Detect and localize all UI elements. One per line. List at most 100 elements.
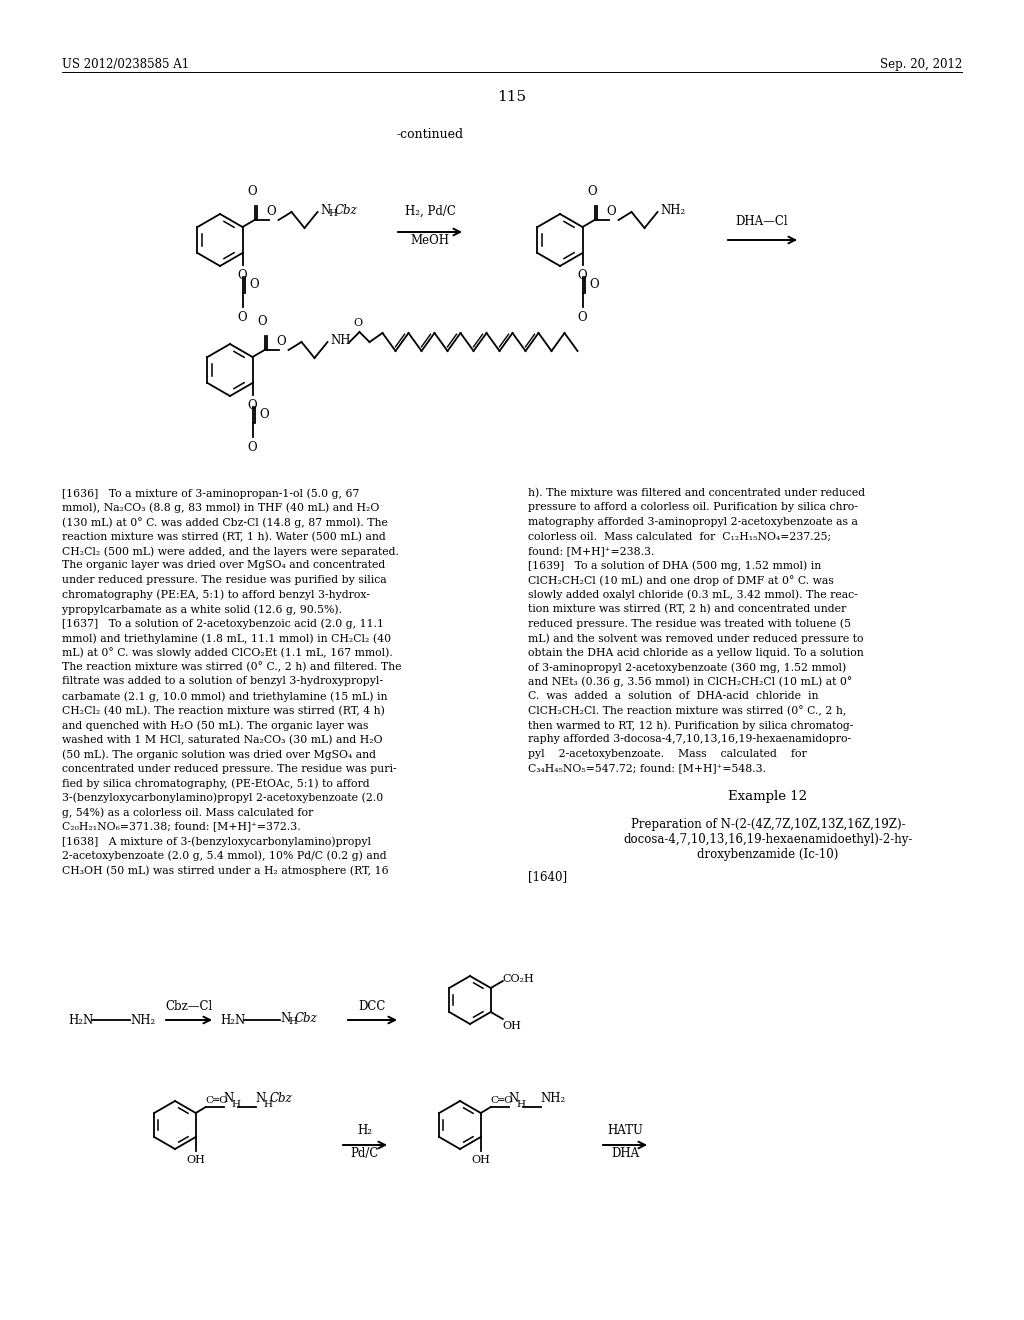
Text: O: O	[258, 315, 267, 327]
Text: H: H	[264, 1100, 272, 1109]
Text: OH: OH	[503, 1020, 521, 1031]
Text: of 3-aminopropyl 2-acetoxybenzoate (360 mg, 1.52 mmol): of 3-aminopropyl 2-acetoxybenzoate (360 …	[528, 663, 846, 673]
Text: concentrated under reduced pressure. The residue was puri-: concentrated under reduced pressure. The…	[62, 763, 396, 774]
Text: CH₂Cl₂ (40 mL). The reaction mixture was stirred (RT, 4 h): CH₂Cl₂ (40 mL). The reaction mixture was…	[62, 705, 385, 715]
Text: Pd/C: Pd/C	[351, 1147, 379, 1160]
Text: O: O	[266, 205, 276, 218]
Text: HATU: HATU	[607, 1125, 643, 1138]
Text: NH₂: NH₂	[130, 1014, 156, 1027]
Text: Preparation of N-(2-(4Z,7Z,10Z,13Z,16Z,19Z)-: Preparation of N-(2-(4Z,7Z,10Z,13Z,16Z,1…	[631, 818, 905, 832]
Text: CH₃OH (50 mL) was stirred under a H₂ atmosphere (RT, 16: CH₃OH (50 mL) was stirred under a H₂ atm…	[62, 865, 389, 875]
Text: ypropylcarbamate as a white solid (12.6 g, 90.5%).: ypropylcarbamate as a white solid (12.6 …	[62, 605, 342, 615]
Text: OH: OH	[186, 1155, 205, 1166]
Text: ClCH₂CH₂Cl (10 mL) and one drop of DMF at 0° C. was: ClCH₂CH₂Cl (10 mL) and one drop of DMF a…	[528, 576, 834, 586]
Text: washed with 1 M HCl, saturated Na₂CO₃ (30 mL) and H₂O: washed with 1 M HCl, saturated Na₂CO₃ (3…	[62, 734, 383, 744]
Text: pressure to afford a colorless oil. Purification by silica chro-: pressure to afford a colorless oil. Puri…	[528, 503, 858, 512]
Text: H: H	[517, 1100, 525, 1109]
Text: docosa-4,7,10,13,16,19-hexaenamidoethyl)-2-hy-: docosa-4,7,10,13,16,19-hexaenamidoethyl)…	[624, 833, 912, 846]
Text: N: N	[280, 1011, 290, 1024]
Text: Example 12: Example 12	[728, 789, 808, 803]
Text: O: O	[238, 269, 248, 282]
Text: [1640]: [1640]	[528, 870, 567, 883]
Text: [1639]   To a solution of DHA (500 mg, 1.52 mmol) in: [1639] To a solution of DHA (500 mg, 1.5…	[528, 561, 821, 572]
Text: O: O	[588, 185, 597, 198]
Text: matography afforded 3-aminopropyl 2-acetoxybenzoate as a: matography afforded 3-aminopropyl 2-acet…	[528, 517, 858, 527]
Text: (130 mL) at 0° C. was added Cbz-Cl (14.8 g, 87 mmol). The: (130 mL) at 0° C. was added Cbz-Cl (14.8…	[62, 517, 388, 528]
Text: NH₂: NH₂	[660, 205, 686, 218]
Text: O: O	[248, 185, 257, 198]
Text: filtrate was added to a solution of benzyl 3-hydroxypropyl-: filtrate was added to a solution of benz…	[62, 676, 383, 686]
Text: reaction mixture was stirred (RT, 1 h). Water (500 mL) and: reaction mixture was stirred (RT, 1 h). …	[62, 532, 386, 541]
Text: O: O	[238, 312, 248, 323]
Text: Cbz—Cl: Cbz—Cl	[165, 999, 213, 1012]
Text: -continued: -continued	[396, 128, 464, 140]
Text: CO₂H: CO₂H	[503, 974, 535, 983]
Text: H₂, Pd/C: H₂, Pd/C	[404, 205, 456, 218]
Text: ClCH₂CH₂Cl. The reaction mixture was stirred (0° C., 2 h,: ClCH₂CH₂Cl. The reaction mixture was sti…	[528, 705, 847, 717]
Text: slowly added oxalyl chloride (0.3 mL, 3.42 mmol). The reac-: slowly added oxalyl chloride (0.3 mL, 3.…	[528, 590, 858, 601]
Text: colorless oil.  Mass calculated  for  C₁₂H₁₅NO₄=237.25;: colorless oil. Mass calculated for C₁₂H₁…	[528, 532, 831, 541]
Text: pyl    2-acetoxybenzoate.    Mass    calculated    for: pyl 2-acetoxybenzoate. Mass calculated f…	[528, 748, 807, 759]
Text: MeOH: MeOH	[411, 234, 450, 247]
Text: N: N	[224, 1092, 234, 1105]
Text: mmol), Na₂CO₃ (8.8 g, 83 mmol) in THF (40 mL) and H₂O: mmol), Na₂CO₃ (8.8 g, 83 mmol) in THF (4…	[62, 503, 379, 513]
Text: Sep. 20, 2012: Sep. 20, 2012	[880, 58, 962, 71]
Text: and quenched with H₂O (50 mL). The organic layer was: and quenched with H₂O (50 mL). The organ…	[62, 719, 369, 730]
Text: DHA—Cl: DHA—Cl	[735, 215, 788, 228]
Text: O: O	[250, 279, 259, 292]
Text: C═O: C═O	[206, 1096, 228, 1105]
Text: (50 mL). The organic solution was dried over MgSO₄ and: (50 mL). The organic solution was dried …	[62, 748, 376, 759]
Text: 2-acetoxybenzoate (2.0 g, 5.4 mmol), 10% Pd/C (0.2 g) and: 2-acetoxybenzoate (2.0 g, 5.4 mmol), 10%…	[62, 850, 387, 861]
Text: N: N	[509, 1092, 519, 1105]
Text: carbamate (2.1 g, 10.0 mmol) and triethylamine (15 mL) in: carbamate (2.1 g, 10.0 mmol) and triethy…	[62, 690, 387, 701]
Text: mL) and the solvent was removed under reduced pressure to: mL) and the solvent was removed under re…	[528, 634, 863, 644]
Text: and NEt₃ (0.36 g, 3.56 mmol) in ClCH₂CH₂Cl (10 mL) at 0°: and NEt₃ (0.36 g, 3.56 mmol) in ClCH₂CH₂…	[528, 676, 852, 688]
Text: H: H	[231, 1100, 241, 1109]
Text: droxybenzamide (Ic-10): droxybenzamide (Ic-10)	[697, 847, 839, 861]
Text: O: O	[259, 408, 269, 421]
Text: chromatography (PE:EA, 5:1) to afford benzyl 3-hydrox-: chromatography (PE:EA, 5:1) to afford be…	[62, 590, 370, 601]
Text: mL) at 0° C. was slowly added ClCO₂Et (1.1 mL, 167 mmol).: mL) at 0° C. was slowly added ClCO₂Et (1…	[62, 648, 393, 659]
Text: O: O	[276, 335, 286, 348]
Text: O: O	[590, 279, 599, 292]
Text: H₂N: H₂N	[220, 1014, 246, 1027]
Text: C₂₀H₂₁NO₆=371.38; found: [M+H]⁺=372.3.: C₂₀H₂₁NO₆=371.38; found: [M+H]⁺=372.3.	[62, 821, 301, 832]
Text: O: O	[578, 269, 588, 282]
Text: DCC: DCC	[358, 999, 386, 1012]
Text: 3-(benzyloxycarbonylamino)propyl 2-acetoxybenzoate (2.0: 3-(benzyloxycarbonylamino)propyl 2-aceto…	[62, 792, 383, 803]
Text: tion mixture was stirred (RT, 2 h) and concentrated under: tion mixture was stirred (RT, 2 h) and c…	[528, 605, 846, 614]
Text: H₂N: H₂N	[68, 1014, 93, 1027]
Text: N: N	[256, 1092, 266, 1105]
Text: raphy afforded 3-docosa-4,7,10,13,16,19-hexaenamidopro-: raphy afforded 3-docosa-4,7,10,13,16,19-…	[528, 734, 851, 744]
Text: H₂: H₂	[357, 1125, 373, 1138]
Text: H: H	[329, 209, 338, 218]
Text: The organic layer was dried over MgSO₄ and concentrated: The organic layer was dried over MgSO₄ a…	[62, 561, 385, 570]
Text: C═O: C═O	[490, 1096, 514, 1105]
Text: The reaction mixture was stirred (0° C., 2 h) and filtered. The: The reaction mixture was stirred (0° C.,…	[62, 663, 401, 673]
Text: [1638]   A mixture of 3-(benzyloxycarbonylamino)propyl: [1638] A mixture of 3-(benzyloxycarbonyl…	[62, 836, 371, 846]
Text: O: O	[248, 441, 257, 454]
Text: Cbz: Cbz	[335, 205, 357, 218]
Text: CH₂Cl₂ (500 mL) were added, and the layers were separated.: CH₂Cl₂ (500 mL) were added, and the laye…	[62, 546, 399, 557]
Text: NH: NH	[331, 334, 351, 347]
Text: O: O	[353, 318, 362, 327]
Text: DHA: DHA	[611, 1147, 639, 1160]
Text: obtain the DHA acid chloride as a yellow liquid. To a solution: obtain the DHA acid chloride as a yellow…	[528, 648, 864, 657]
Text: Cbz: Cbz	[295, 1012, 317, 1026]
Text: h). The mixture was filtered and concentrated under reduced: h). The mixture was filtered and concent…	[528, 488, 865, 499]
Text: found: [M+H]⁺=238.3.: found: [M+H]⁺=238.3.	[528, 546, 654, 556]
Text: [1637]   To a solution of 2-acetoxybenzoic acid (2.0 g, 11.1: [1637] To a solution of 2-acetoxybenzoic…	[62, 619, 384, 630]
Text: [1636]   To a mixture of 3-aminopropan-1-ol (5.0 g, 67: [1636] To a mixture of 3-aminopropan-1-o…	[62, 488, 359, 499]
Text: C₃₄H₄₅NO₅=547.72; found: [M+H]⁺=548.3.: C₃₄H₄₅NO₅=547.72; found: [M+H]⁺=548.3.	[528, 763, 766, 774]
Text: H: H	[288, 1018, 297, 1027]
Text: C.  was  added  a  solution  of  DHA-acid  chloride  in: C. was added a solution of DHA-acid chlo…	[528, 690, 818, 701]
Text: fied by silica chromatography, (PE-EtOAc, 5:1) to afford: fied by silica chromatography, (PE-EtOAc…	[62, 777, 370, 788]
Text: 115: 115	[498, 90, 526, 104]
Text: OH: OH	[471, 1155, 490, 1166]
Text: reduced pressure. The residue was treated with toluene (5: reduced pressure. The residue was treate…	[528, 619, 851, 630]
Text: g, 54%) as a colorless oil. Mass calculated for: g, 54%) as a colorless oil. Mass calcula…	[62, 807, 313, 817]
Text: US 2012/0238585 A1: US 2012/0238585 A1	[62, 58, 189, 71]
Text: under reduced pressure. The residue was purified by silica: under reduced pressure. The residue was …	[62, 576, 387, 585]
Text: O: O	[248, 399, 257, 412]
Text: N: N	[321, 203, 331, 216]
